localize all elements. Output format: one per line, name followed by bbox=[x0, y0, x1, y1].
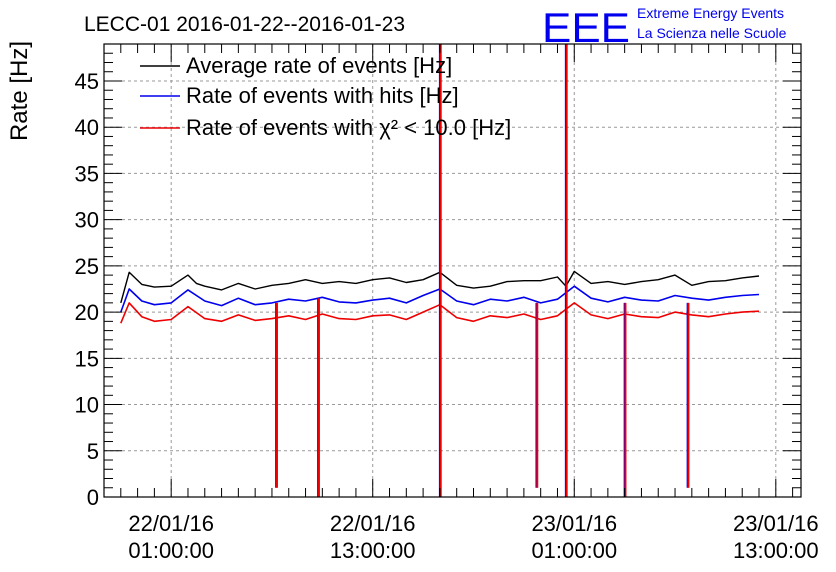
chart-title: LECC-01 2016-01-22--2016-01-23 bbox=[84, 13, 405, 36]
y-tick-label: 10 bbox=[75, 393, 99, 418]
y-tick-label: 40 bbox=[75, 115, 99, 140]
grid bbox=[104, 44, 801, 497]
x-tick-time: 01:00:00 bbox=[531, 538, 617, 563]
logo-mark: EEE bbox=[542, 4, 630, 51]
series-line-3 bbox=[120, 302, 760, 324]
x-tick-date: 22/01/16 bbox=[128, 511, 214, 536]
y-tick-label: 5 bbox=[87, 439, 99, 464]
y-axis: 0 5 10 15 20 25 30 35 40 45 bbox=[75, 43, 801, 510]
x-tick-time: 13:00:00 bbox=[733, 538, 819, 563]
y-tick-label: 30 bbox=[75, 208, 99, 233]
legend-entry-1: Average rate of events [Hz] bbox=[186, 53, 452, 78]
plot-frame bbox=[103, 43, 802, 498]
logo-line1: Extreme Energy Events bbox=[637, 5, 784, 21]
x-tick-time: 13:00:00 bbox=[330, 538, 416, 563]
legend-entry-3: Rate of events with χ² < 10.0 [Hz] bbox=[186, 115, 511, 140]
y-tick-label: 15 bbox=[75, 346, 99, 371]
x-tick-time: 01:00:00 bbox=[128, 538, 214, 563]
legend-entry-2: Rate of events with hits [Hz] bbox=[186, 83, 459, 108]
y-axis-label: Rate [Hz] bbox=[6, 41, 33, 141]
x-tick-date: 23/01/16 bbox=[733, 511, 819, 536]
x-tick-date: 22/01/16 bbox=[330, 511, 416, 536]
eee-logo: EEE Extreme Energy Events La Scienza nel… bbox=[542, 4, 787, 51]
series-line-1 bbox=[120, 270, 760, 304]
plot-area bbox=[120, 44, 760, 497]
y-tick-label: 25 bbox=[75, 254, 99, 279]
y-tick-label: 0 bbox=[87, 485, 99, 510]
logo-line2: La Scienza nelle Scuole bbox=[637, 25, 787, 41]
legend: Average rate of events [Hz] Rate of event… bbox=[140, 53, 511, 140]
y-tick-label: 45 bbox=[75, 69, 99, 94]
y-tick-label: 35 bbox=[75, 161, 99, 186]
y-tick-label: 20 bbox=[75, 300, 99, 325]
x-axis: 22/01/1601:00:0022/01/1613:00:0023/01/16… bbox=[103, 44, 819, 563]
x-tick-date: 23/01/16 bbox=[531, 511, 617, 536]
series-line-2 bbox=[120, 285, 760, 313]
